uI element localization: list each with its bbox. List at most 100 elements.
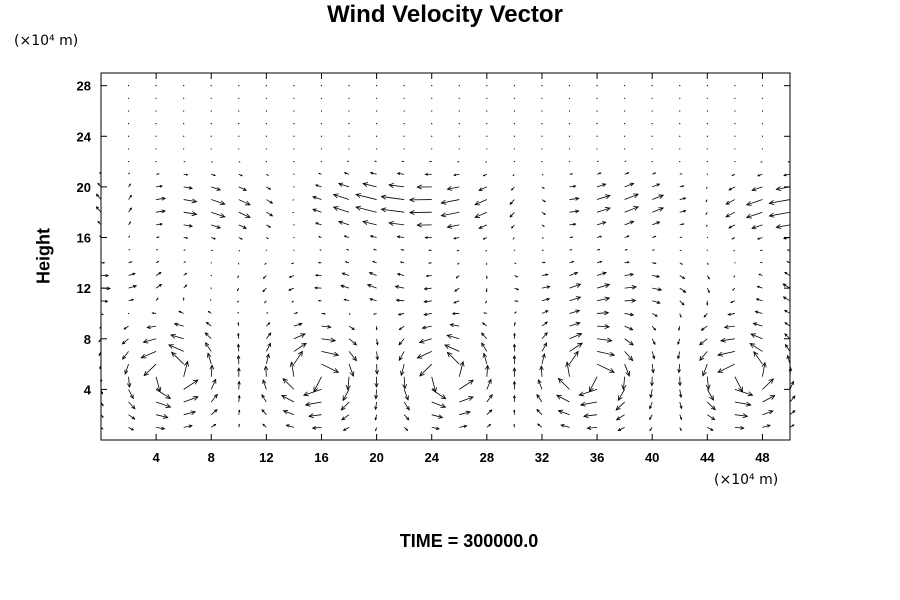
- wind-arrow: [458, 360, 465, 377]
- wind-arrow-shaft: [183, 199, 197, 203]
- wind-arrow-dot: [183, 97, 185, 99]
- wind-arrow: [706, 85, 708, 87]
- wind-arrow: [128, 272, 136, 276]
- wind-arrow-shaft: [679, 210, 686, 213]
- wind-arrow-head: [327, 324, 332, 329]
- wind-arrow: [775, 224, 791, 230]
- wind-arrow: [155, 271, 162, 276]
- wind-arrow: [725, 211, 736, 218]
- wind-arrow-dot: [458, 85, 460, 87]
- wind-arrow: [293, 148, 295, 150]
- wind-arrow: [264, 262, 267, 265]
- wind-arrow: [759, 261, 763, 264]
- wind-arrow: [211, 173, 217, 177]
- wind-arrow-head: [380, 194, 387, 200]
- wind-arrow-head: [556, 394, 562, 400]
- wind-arrow: [734, 262, 736, 264]
- wind-arrow-shaft: [699, 338, 708, 346]
- wind-arrow-shaft: [283, 410, 295, 416]
- wind-arrow-head: [604, 194, 611, 200]
- wind-arrow: [170, 333, 184, 340]
- wind-arrow: [376, 110, 378, 112]
- wind-arrow-head: [575, 283, 582, 288]
- wind-arrow: [127, 312, 130, 315]
- wind-arrow-shaft: [651, 364, 654, 373]
- wind-arrow: [449, 323, 460, 327]
- wind-arrow: [510, 224, 515, 229]
- wind-arrow: [733, 249, 736, 252]
- wind-arrow-head: [579, 401, 586, 407]
- wind-arrow-head: [285, 424, 290, 428]
- wind-arrow: [679, 185, 685, 188]
- wind-arrow: [380, 207, 405, 213]
- wind-arrow: [624, 235, 630, 238]
- wind-arrow: [183, 148, 185, 150]
- wind-arrow: [318, 172, 322, 175]
- wind-arrow: [541, 135, 543, 137]
- wind-arrow: [541, 199, 546, 203]
- wind-arrow: [428, 249, 432, 252]
- wind-arrow: [321, 337, 337, 343]
- wind-arrow-head: [317, 299, 320, 302]
- wind-arrow-shaft: [651, 338, 656, 345]
- wind-arrow-shaft: [624, 273, 634, 276]
- wind-arrow-head: [482, 352, 488, 358]
- wind-arrow: [396, 235, 405, 239]
- wind-arrow: [424, 172, 432, 176]
- wind-arrow: [537, 378, 543, 390]
- wind-arrow: [541, 273, 549, 277]
- wind-arrow: [454, 287, 460, 292]
- wind-arrow-head: [678, 394, 683, 399]
- wind-arrow-head: [784, 322, 788, 325]
- wind-arrow-shaft: [541, 353, 545, 365]
- wind-arrow-shaft: [403, 389, 409, 400]
- wind-arrow-dot: [403, 123, 405, 125]
- wind-arrow: [403, 97, 405, 99]
- wind-arrow-head: [432, 387, 437, 393]
- wind-arrow: [474, 211, 488, 218]
- wind-arrow-shaft: [343, 426, 350, 431]
- wind-arrow-head: [205, 321, 209, 325]
- wind-arrow-shaft: [784, 333, 791, 340]
- wind-arrow-dot: [513, 249, 516, 251]
- x-tick-label: 4: [153, 450, 161, 465]
- wind-arrow-shaft: [569, 185, 576, 188]
- wind-arrow-head: [342, 395, 348, 402]
- wind-arrow-dot: [293, 160, 295, 163]
- wind-arrow: [596, 207, 611, 213]
- wind-arrow: [408, 209, 432, 215]
- wind-arrow-head: [649, 428, 652, 432]
- wind-arrow: [749, 343, 763, 352]
- wind-arrow-head: [428, 160, 431, 163]
- wind-arrow: [677, 351, 681, 360]
- wind-arrow-head: [184, 284, 188, 287]
- chart-title: Wind Velocity Vector: [327, 1, 563, 28]
- wind-arrow: [355, 205, 377, 213]
- wind-arrow-dot: [458, 123, 460, 125]
- wind-arrow: [376, 135, 378, 137]
- wind-arrow: [731, 237, 736, 240]
- wind-arrow-shaft: [333, 206, 350, 213]
- wind-arrow: [706, 262, 709, 266]
- wind-arrow: [753, 351, 763, 365]
- wind-arrow: [679, 236, 683, 238]
- wind-arrow-head: [629, 326, 634, 331]
- wind-arrow-shaft: [474, 211, 488, 218]
- wind-arrow-shaft: [156, 426, 165, 430]
- wind-arrow: [368, 272, 377, 276]
- wind-arrow: [400, 249, 405, 251]
- wind-arrow-head: [787, 161, 790, 163]
- wind-arrow: [376, 148, 378, 150]
- wind-arrow-head: [575, 296, 582, 301]
- wind-arrow: [768, 199, 791, 205]
- wind-arrow-head: [599, 260, 603, 263]
- wind-arrow-shaft: [441, 199, 460, 204]
- wind-arrow: [596, 172, 602, 175]
- wind-arrow: [374, 389, 379, 400]
- wind-arrow-shaft: [447, 186, 460, 190]
- wind-arrow-head: [658, 207, 665, 212]
- wind-arrow-shaft: [143, 338, 157, 343]
- wind-arrow: [238, 237, 243, 240]
- wind-arrow-shaft: [348, 338, 357, 346]
- wind-arrow-shaft: [155, 376, 161, 392]
